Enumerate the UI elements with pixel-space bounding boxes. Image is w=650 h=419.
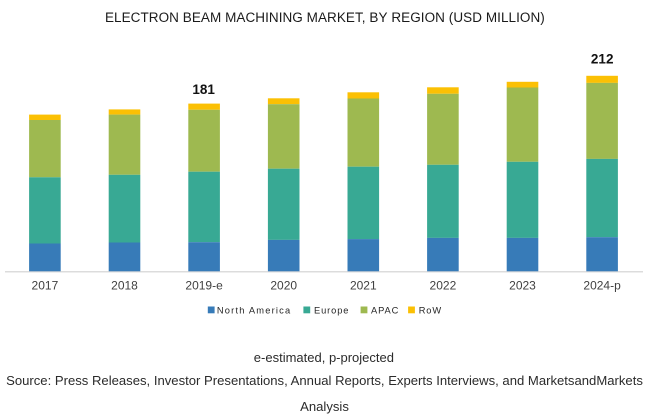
svg-text:2024-p: 2024-p — [583, 279, 621, 293]
svg-text:e-estimated, p-projected: e-estimated, p-projected — [254, 350, 394, 365]
svg-text:2021: 2021 — [350, 279, 377, 293]
svg-text:2023: 2023 — [509, 279, 536, 293]
svg-text:2018: 2018 — [111, 279, 138, 293]
svg-text:Analysis: Analysis — [300, 399, 349, 414]
svg-text:212: 212 — [591, 52, 614, 67]
svg-text:RoW: RoW — [419, 305, 442, 315]
svg-text:ELECTRON BEAM MACHINING MARKET: ELECTRON BEAM MACHINING MARKET, BY REGIO… — [105, 10, 545, 25]
svg-text:North America: North America — [217, 305, 292, 315]
svg-text:Source: Press Releases, Invest: Source: Press Releases, Investor Present… — [6, 373, 643, 388]
svg-text:APAC: APAC — [371, 305, 399, 315]
svg-text:2022: 2022 — [430, 279, 457, 293]
svg-text:181: 181 — [192, 82, 215, 97]
svg-text:2017: 2017 — [32, 279, 59, 293]
svg-text:2020: 2020 — [270, 279, 297, 293]
svg-text:2019-e: 2019-e — [185, 279, 223, 293]
svg-text:Europe: Europe — [314, 305, 349, 315]
